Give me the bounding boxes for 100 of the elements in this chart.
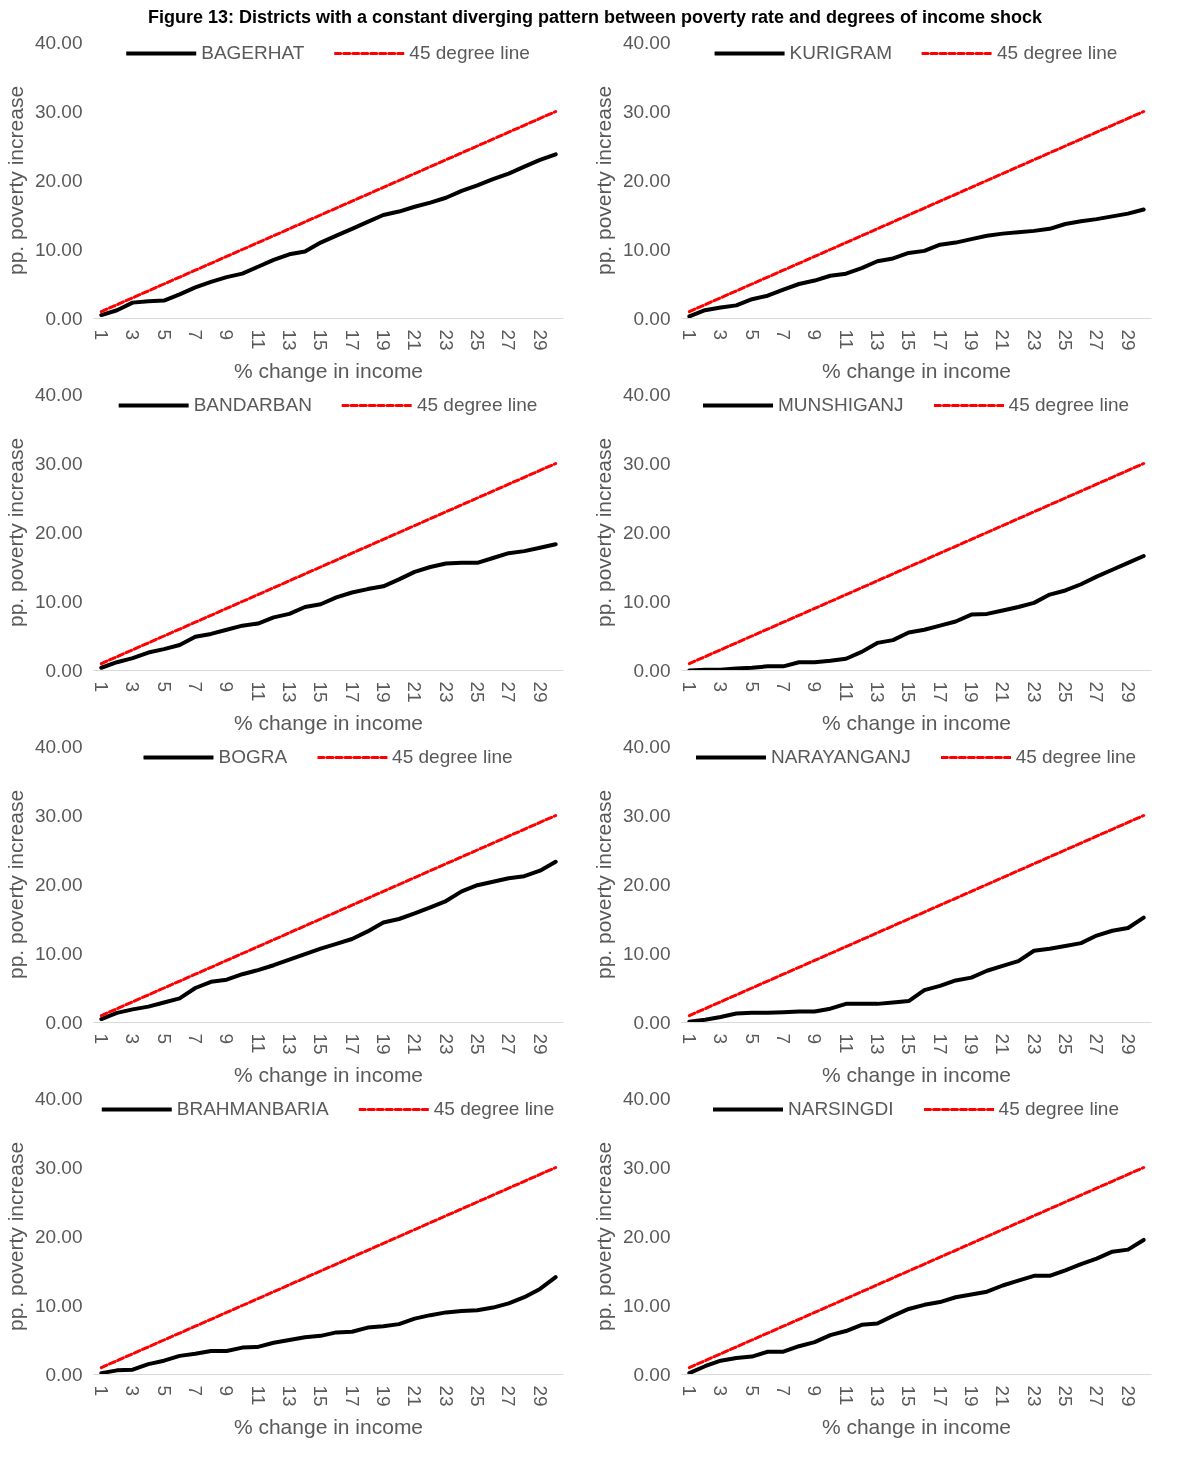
- y-tick-label: 0.00: [633, 1364, 671, 1385]
- x-tick-label: 9: [804, 1033, 826, 1045]
- y-axis-title: pp. poverty increase: [591, 789, 615, 980]
- line-series: [687, 915, 1146, 1023]
- x-tick-label: 15: [898, 329, 920, 351]
- x-tick-label: 11: [247, 681, 269, 702]
- x-tick-label: 1: [90, 329, 112, 341]
- x-tick-label: 7: [184, 1385, 206, 1397]
- x-tick-label: 7: [184, 681, 206, 693]
- x-tick-label: 29: [1117, 681, 1139, 703]
- y-tick-label: 40.00: [622, 1088, 671, 1109]
- x-tick-label: 9: [216, 1033, 238, 1045]
- line-series: [687, 207, 1146, 319]
- y-tick-label: 20.00: [34, 1226, 83, 1247]
- legend-label: MUNSHIGANJ: [777, 394, 904, 416]
- legend-label: KURIGRAM: [789, 42, 892, 64]
- x-tick-label: 21: [404, 1033, 426, 1055]
- line-series: [99, 462, 558, 666]
- x-tick-label: 13: [278, 1385, 300, 1407]
- y-tick-label: 30.00: [34, 453, 83, 474]
- x-tick-label: 25: [466, 329, 488, 351]
- x-tick-label: 9: [216, 1385, 238, 1397]
- x-tick-label: 25: [1054, 329, 1076, 351]
- x-tick-label: 15: [310, 681, 332, 703]
- x-tick-label: 5: [741, 1385, 763, 1397]
- y-axis-title: pp. poverty increase: [591, 437, 615, 628]
- x-tick-label: 3: [122, 1385, 144, 1397]
- x-tick-label: 17: [341, 329, 363, 351]
- legend-label: BRAHMANBARIA: [176, 1098, 329, 1120]
- x-tick-label: 5: [741, 681, 763, 693]
- x-tick-label: 17: [341, 1385, 363, 1407]
- y-tick-label: 0.00: [45, 1364, 83, 1385]
- line-series: [99, 1275, 558, 1375]
- x-tick-label: 29: [1117, 1385, 1139, 1407]
- x-tick-label: 25: [1054, 1385, 1076, 1407]
- y-tick-label: 30.00: [622, 805, 671, 826]
- x-tick-label: 1: [678, 1385, 700, 1397]
- x-tick-label: 11: [835, 329, 857, 350]
- x-tick-label: 13: [866, 329, 888, 351]
- x-tick-label: 29: [1117, 1033, 1139, 1055]
- x-tick-label: 13: [866, 681, 888, 703]
- y-tick-label: 30.00: [34, 805, 83, 826]
- y-tick-label: 20.00: [622, 1226, 671, 1247]
- y-tick-label: 10.00: [622, 1295, 671, 1316]
- x-tick-label: 5: [741, 1033, 763, 1045]
- x-tick-label: 5: [153, 1033, 175, 1045]
- y-tick-label: 0.00: [45, 308, 83, 329]
- x-tick-label: 29: [529, 329, 551, 351]
- y-tick-label: 40.00: [34, 384, 83, 405]
- x-tick-label: 25: [466, 1385, 488, 1407]
- legend-label: BAGERHAT: [201, 42, 305, 64]
- x-axis-title: % change in income: [821, 710, 1012, 734]
- y-tick-label: 20.00: [34, 874, 83, 895]
- legend-label: 45 degree line: [1015, 746, 1137, 768]
- x-tick-label: 19: [960, 681, 982, 703]
- y-tick-label: 10.00: [622, 943, 671, 964]
- x-tick-label: 15: [310, 1385, 332, 1407]
- legend-label: 45 degree line: [409, 42, 530, 64]
- line-series: [99, 1166, 558, 1370]
- y-tick-label: 30.00: [34, 1157, 83, 1178]
- y-tick-label: 40.00: [34, 1088, 83, 1109]
- x-tick-label: 21: [992, 681, 1014, 703]
- legend-label: 45 degree line: [996, 42, 1118, 64]
- x-tick-label: 27: [1086, 329, 1108, 351]
- x-tick-label: 13: [278, 681, 300, 703]
- y-tick-label: 30.00: [622, 453, 671, 474]
- line-series: [687, 553, 1146, 671]
- x-tick-label: 9: [804, 329, 826, 341]
- y-axis-title: pp. poverty increase: [3, 437, 27, 628]
- x-tick-label: 21: [404, 329, 426, 351]
- x-tick-label: 29: [529, 1385, 551, 1407]
- x-tick-label: 15: [898, 1385, 920, 1407]
- x-axis-title: % change in income: [233, 710, 424, 734]
- text: Figure 13: Districts with a constant diverging pattern between poverty rate and degrees of income shock: [147, 6, 1043, 29]
- y-tick-label: 0.00: [633, 660, 671, 681]
- x-tick-label: 3: [710, 329, 732, 341]
- x-tick-label: 3: [122, 681, 144, 693]
- x-tick-label: 17: [929, 1385, 951, 1407]
- legend-label: BOGRA: [218, 746, 288, 768]
- x-tick-label: 15: [310, 329, 332, 351]
- y-tick-label: 40.00: [34, 736, 83, 757]
- line-series: [687, 462, 1146, 666]
- y-tick-label: 30.00: [34, 101, 83, 122]
- x-tick-label: 15: [310, 1033, 332, 1055]
- x-tick-label: 25: [1054, 1033, 1076, 1055]
- x-tick-label: 3: [122, 1033, 144, 1045]
- x-tick-label: 5: [153, 681, 175, 693]
- y-axis-title: pp. poverty increase: [3, 85, 27, 276]
- legend-label: 45 degree line: [998, 1098, 1120, 1120]
- x-tick-label: 11: [247, 1385, 269, 1406]
- x-tick-label: 3: [710, 681, 732, 693]
- x-tick-label: 7: [772, 329, 794, 341]
- x-tick-label: 1: [678, 681, 700, 693]
- x-tick-label: 19: [372, 1385, 394, 1407]
- y-tick-label: 40.00: [622, 384, 671, 405]
- x-tick-label: 11: [835, 681, 857, 702]
- y-tick-label: 30.00: [622, 101, 671, 122]
- y-tick-label: 20.00: [622, 170, 671, 191]
- y-tick-label: 30.00: [622, 1157, 671, 1178]
- line-series: [99, 814, 558, 1018]
